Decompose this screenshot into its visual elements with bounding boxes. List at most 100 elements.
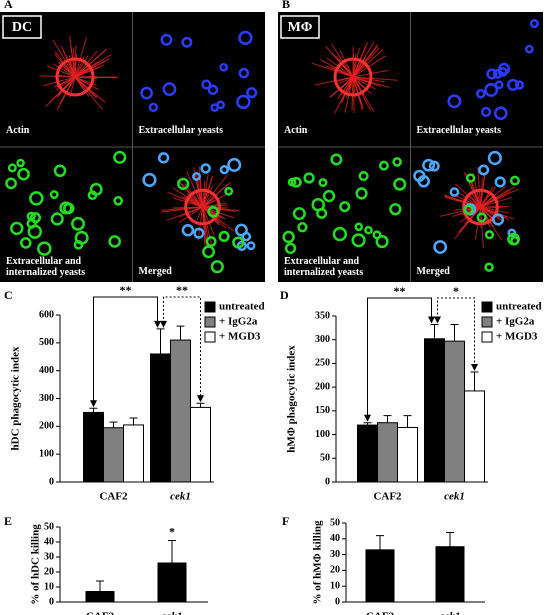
actin — [179, 206, 203, 218]
yeast — [492, 68, 503, 79]
arrowhead — [428, 316, 435, 324]
significance-label: ** — [176, 283, 188, 297]
yeast — [238, 67, 250, 79]
yeast — [463, 204, 474, 216]
actin — [74, 76, 98, 98]
bar — [377, 422, 398, 483]
actin — [186, 171, 203, 208]
actin — [202, 185, 214, 208]
yeast — [5, 177, 17, 190]
actin — [352, 76, 381, 88]
yeast — [480, 106, 492, 118]
yeast — [227, 157, 242, 172]
legend-swatch — [481, 316, 493, 328]
yeast — [246, 241, 256, 251]
yeast — [71, 216, 85, 231]
actin — [52, 63, 76, 78]
significance-label: * — [453, 284, 459, 298]
actin — [55, 76, 76, 91]
yeast — [219, 165, 229, 175]
bar — [157, 562, 187, 603]
y-tick-label: 600 — [39, 309, 54, 320]
legend-swatch — [481, 331, 493, 343]
y-tick-label: 20 — [330, 565, 340, 576]
image-caption: Extracellular and internalized yeasts — [284, 256, 364, 278]
legend-swatch — [481, 301, 493, 313]
yeast — [465, 173, 476, 183]
yeast — [200, 163, 211, 174]
yeast — [207, 206, 219, 218]
x-tick-label: cek1 — [440, 611, 461, 615]
error-bar — [430, 324, 439, 339]
actin — [176, 179, 203, 208]
legend-label: + IgG2a — [496, 316, 535, 328]
x-tick-label: cek1 — [162, 611, 183, 615]
yeast — [447, 94, 462, 109]
yeast — [428, 160, 440, 172]
panel-label: D — [280, 288, 289, 302]
yeast — [108, 235, 121, 248]
y-tick-label: 10 — [44, 581, 54, 592]
yeast — [358, 170, 369, 182]
actin — [480, 186, 497, 208]
yeast — [484, 230, 495, 240]
actin — [74, 55, 89, 78]
actin — [178, 206, 203, 223]
bar — [435, 546, 465, 603]
x-tick-label: cek1 — [170, 491, 191, 503]
actin — [202, 206, 206, 247]
yeast — [492, 213, 505, 226]
error-bar — [129, 417, 138, 425]
actin — [74, 66, 101, 78]
legend-swatch — [204, 331, 216, 343]
panel-label: A — [4, 0, 13, 11]
yeast — [16, 158, 25, 168]
actin — [69, 35, 76, 78]
yeast — [205, 236, 217, 247]
x-tick-label: CAF2 — [366, 611, 395, 615]
actin — [454, 206, 481, 211]
error-bar — [109, 421, 118, 428]
arrowhead — [471, 363, 478, 371]
yeast — [507, 78, 520, 91]
actin — [458, 192, 481, 208]
yeast — [475, 88, 486, 99]
bar — [83, 411, 104, 483]
yeast — [484, 262, 494, 272]
actin — [202, 206, 215, 236]
yeast — [201, 79, 212, 90]
bar — [357, 424, 378, 483]
yeast — [494, 80, 504, 90]
yeast — [375, 235, 389, 249]
actin — [352, 76, 386, 83]
y-axis-label: hMΦ phagocytic index — [286, 345, 298, 453]
error-bar — [96, 580, 104, 592]
arrowhead — [160, 320, 167, 328]
yeast — [216, 100, 225, 110]
y-tick-label: 200 — [315, 381, 330, 392]
actin — [173, 197, 203, 208]
yeast — [29, 191, 44, 206]
yeast — [393, 177, 407, 191]
yeast — [10, 221, 24, 236]
yeast — [433, 240, 448, 254]
yeast — [364, 225, 373, 235]
actin — [331, 43, 354, 78]
arrowhead — [197, 395, 204, 403]
actin — [337, 76, 354, 100]
y-axis-label: % of hMΦ killing — [312, 520, 324, 604]
yeast — [224, 186, 234, 196]
actin — [311, 62, 354, 78]
actin — [72, 47, 76, 78]
yeast — [73, 240, 84, 250]
yeast — [49, 190, 59, 199]
x-tick-label: cek1 — [444, 491, 465, 503]
arrowhead — [154, 320, 161, 328]
actin — [352, 47, 380, 78]
y-tick-label: 30 — [44, 551, 54, 562]
actin — [480, 206, 510, 214]
yeast — [318, 178, 328, 188]
yeast — [392, 157, 402, 167]
panel-label: C — [4, 288, 13, 302]
actin — [202, 202, 227, 208]
